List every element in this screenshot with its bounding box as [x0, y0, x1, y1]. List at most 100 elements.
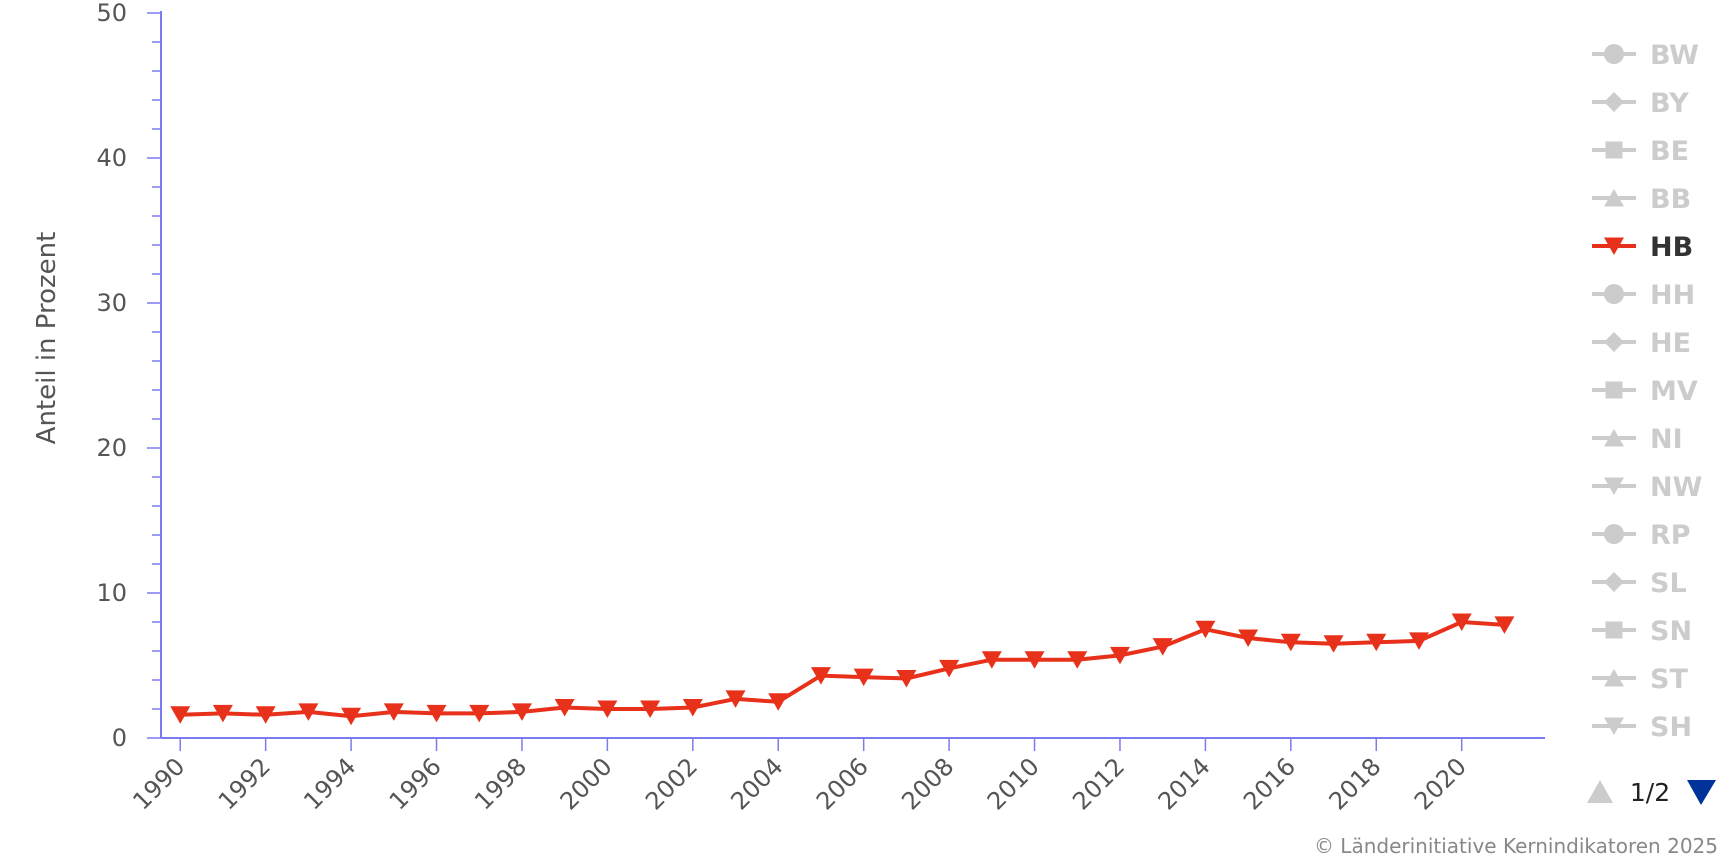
legend-item-mv[interactable]: MV: [1592, 376, 1698, 407]
x-tick-label: 2012: [1067, 752, 1130, 815]
legend-marker-diamond-icon: [1604, 572, 1624, 592]
legend-marker-triangle-icon: [1604, 669, 1624, 687]
legend-label: HB: [1650, 232, 1693, 263]
data-point-hb[interactable]: [469, 704, 490, 723]
data-point-hb[interactable]: [1366, 633, 1387, 652]
data-point-hb[interactable]: [597, 700, 618, 719]
legend-item-ni[interactable]: NI: [1592, 424, 1683, 455]
legend-label: NI: [1650, 424, 1683, 455]
legend-marker-square-icon: [1605, 381, 1623, 399]
x-tick-label: 1994: [298, 752, 361, 815]
y-axis-tick-labels: 0 10 20 30 40 50: [96, 0, 127, 752]
data-point-hb[interactable]: [725, 690, 746, 708]
legend-item-nw[interactable]: NW: [1592, 472, 1702, 503]
legend-label: MV: [1650, 376, 1698, 407]
legend-marker-square-icon: [1605, 141, 1623, 159]
legend-marker-diamond-icon: [1604, 332, 1624, 352]
data-point-hb[interactable]: [554, 699, 575, 717]
data-point-hb[interactable]: [640, 700, 661, 719]
legend-marker-circle-icon: [1604, 44, 1624, 64]
x-tick-label: 1992: [213, 752, 276, 815]
data-point-hb[interactable]: [896, 670, 917, 688]
data-point-hb[interactable]: [682, 699, 703, 717]
x-tick-label: 2020: [1409, 752, 1472, 815]
data-point-hb[interactable]: [1067, 651, 1088, 669]
data-point-hb[interactable]: [212, 704, 233, 723]
legend-item-hb[interactable]: HB: [1592, 232, 1693, 263]
x-tick-label: 2002: [640, 752, 703, 815]
legend-item-sh[interactable]: SH: [1592, 712, 1692, 743]
x-tick-label: 2000: [555, 752, 618, 815]
x-axis-tick-labels: 1990 1992 1994 1996 1998 2000 2002 2004 2006 2008…: [127, 752, 1471, 815]
legend-marker-diamond-icon: [1604, 92, 1624, 112]
data-point-hb[interactable]: [1195, 620, 1216, 639]
data-point-hb[interactable]: [1280, 633, 1301, 652]
chart-credits[interactable]: © Länderinitiative Kernindikatoren 2025: [1314, 834, 1718, 858]
legend-label: BW: [1650, 40, 1699, 71]
y-tick-label: 0: [112, 724, 127, 752]
legend-marker-square-icon: [1605, 621, 1623, 639]
x-tick-label: 2004: [726, 752, 789, 815]
data-point-hb[interactable]: [1238, 629, 1259, 647]
legend-page-down-arrow-icon[interactable]: [1687, 780, 1716, 805]
legend-label: HH: [1650, 280, 1695, 311]
data-point-hb[interactable]: [383, 703, 404, 721]
data-point-hb[interactable]: [1451, 613, 1472, 632]
legend[interactable]: BW BY BE BB HB HH HE MV NI NW RP SL SN ST SH: [1592, 40, 1702, 743]
y-axis-minor-ticks: [147, 12, 161, 739]
data-point-hb[interactable]: [981, 651, 1002, 669]
legend-marker-triangle-down-icon: [1604, 717, 1624, 735]
series-group: [170, 613, 1515, 726]
x-tick-label: 2014: [1153, 752, 1216, 815]
legend-item-sn[interactable]: SN: [1592, 616, 1692, 647]
data-point-hb[interactable]: [1408, 632, 1429, 650]
legend-item-by[interactable]: BY: [1592, 88, 1689, 119]
data-point-hb[interactable]: [853, 668, 874, 687]
legend-label: SL: [1650, 568, 1687, 599]
legend-item-bw[interactable]: BW: [1592, 40, 1699, 71]
data-point-hb[interactable]: [768, 693, 789, 711]
data-point-hb[interactable]: [426, 704, 447, 723]
x-tick-label: 2018: [1324, 752, 1387, 815]
legend-item-sl[interactable]: SL: [1592, 568, 1687, 599]
data-point-hb[interactable]: [1109, 646, 1130, 665]
data-point-hb[interactable]: [298, 703, 319, 721]
legend-label: HE: [1650, 328, 1691, 359]
legend-page-indicator: 1/2: [1630, 778, 1670, 807]
data-point-hb[interactable]: [255, 706, 276, 724]
x-axis-ticks: [179, 738, 1463, 751]
legend-item-he[interactable]: HE: [1592, 328, 1691, 359]
data-point-hb[interactable]: [341, 707, 362, 726]
data-point-hb[interactable]: [1152, 638, 1173, 656]
x-tick-label: 2016: [1238, 752, 1301, 815]
legend-item-bb[interactable]: BB: [1592, 184, 1691, 215]
x-tick-label: 1998: [469, 752, 532, 815]
data-point-hb[interactable]: [810, 667, 831, 685]
y-tick-label: 10: [96, 579, 127, 607]
x-tick-label: 2010: [982, 752, 1045, 815]
data-point-hb[interactable]: [170, 706, 191, 724]
data-point-hb[interactable]: [511, 703, 532, 721]
legend-item-be[interactable]: BE: [1592, 136, 1689, 167]
series-line-hb[interactable]: [180, 620, 1505, 719]
data-point-hb[interactable]: [1323, 635, 1344, 653]
y-tick-label: 20: [96, 434, 127, 462]
legend-label: BY: [1650, 88, 1689, 119]
legend-marker-triangle-down-icon: [1604, 477, 1624, 495]
legend-label: NW: [1650, 472, 1702, 503]
legend-item-rp[interactable]: RP: [1592, 520, 1691, 551]
data-point-hb[interactable]: [1494, 616, 1515, 634]
legend-label: SN: [1650, 616, 1692, 647]
legend-label: BE: [1650, 136, 1689, 167]
legend-item-hh[interactable]: HH: [1592, 280, 1695, 311]
legend-marker-triangle-icon: [1604, 429, 1624, 447]
data-point-hb[interactable]: [939, 659, 960, 678]
x-tick-label: 2006: [811, 752, 874, 815]
y-tick-label: 50: [96, 0, 127, 27]
y-axis-title: Anteil in Prozent: [32, 232, 62, 445]
legend-item-st[interactable]: ST: [1592, 664, 1688, 695]
data-point-hb[interactable]: [1024, 651, 1045, 669]
legend-page-up-arrow-icon[interactable]: [1587, 780, 1613, 803]
legend-marker-triangle-down-icon: [1604, 237, 1624, 255]
